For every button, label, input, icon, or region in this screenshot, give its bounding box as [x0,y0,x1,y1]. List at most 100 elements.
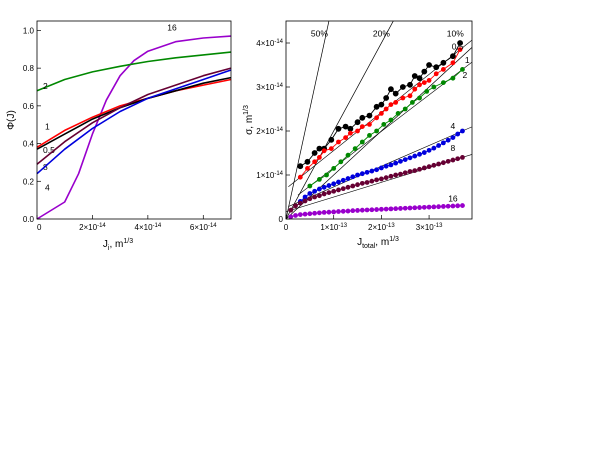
data-point-8 [340,186,346,192]
right-plot-area: 50% 20% 10% 0.51 2 4 8 16 [286,21,472,219]
data-point-4 [312,188,318,194]
data-point-4 [445,137,451,143]
data-point-0.5 [342,123,349,130]
left-y-tick-label: 0.0 [23,215,35,224]
data-point-8 [288,207,294,213]
data-point-8 [402,170,408,176]
data-point-4 [331,181,337,187]
series-label-4: 4 [451,121,456,131]
data-point-0.5 [457,40,463,46]
data-point-4 [450,135,456,141]
series-label-1: 1 [465,55,470,65]
data-point-4 [355,172,360,178]
data-point-2 [359,139,365,145]
data-point-2 [331,166,337,171]
data-point-2 [395,111,401,116]
data-point-1 [328,146,334,152]
data-point-8 [336,187,341,193]
data-point-2 [424,89,430,94]
data-point-4 [378,165,384,171]
data-point-8 [369,178,375,184]
data-point-4 [302,194,308,200]
data-point-4 [407,155,413,161]
reference-line [286,21,330,219]
data-point-4 [369,168,375,174]
left-series-line-4 [36,69,232,175]
left-axis-ticks: 0 2×10-14 4×10-14 6×10-14 0.0 0.2 0.4 0.6 0.8 1.0 [23,26,217,232]
data-point-16 [374,207,380,212]
data-point-4 [455,131,461,137]
left-series-label-0.5: 0.5 [43,145,55,155]
data-point-1 [383,106,389,112]
data-point-16 [421,204,427,210]
data-point-1 [433,71,439,77]
data-point-8 [331,188,337,194]
data-point-0.5 [311,150,318,156]
data-point-16 [440,204,446,209]
left-series-label-1: 1 [45,121,50,131]
series-label-8: 8 [451,143,456,153]
data-point-0.5 [399,84,406,90]
data-point-8 [445,158,451,164]
data-point-16 [364,207,370,213]
data-point-1 [367,122,372,127]
right-x-tick-label: 2×10-13 [368,223,395,232]
data-point-4 [460,128,465,134]
data-point-8 [359,180,365,186]
data-point-4 [440,140,446,146]
data-point-4 [359,171,365,177]
data-point-2 [338,159,344,165]
right-plot-frame [285,20,473,220]
data-point-1 [374,115,380,121]
data-point-16 [417,205,422,210]
data-point-1 [421,80,427,85]
data-point-1 [355,128,360,134]
data-point-0.5 [421,68,428,75]
data-point-2 [431,84,437,90]
data-point-0.5 [373,103,380,110]
right-x-tick-label: 1×10-13 [320,223,347,232]
data-point-16 [455,203,461,209]
left-x-tick-label: 4×10-14 [135,223,162,232]
data-point-16 [297,212,303,218]
data-point-4 [336,179,341,185]
data-point-0.5 [335,125,342,132]
data-point-2 [307,183,313,189]
left-series-line-1 [36,78,232,148]
data-point-16 [345,208,351,214]
data-point-8 [436,161,442,167]
data-point-16 [316,210,322,216]
data-point-8 [307,196,313,202]
right-y-tick-label: 1×10-14 [256,171,283,180]
data-point-1 [388,102,394,107]
data-point-1 [378,111,384,116]
data-point-16 [402,205,408,211]
data-point-1 [457,47,463,52]
data-point-2 [352,146,358,152]
data-point-8 [383,175,389,181]
data-point-1 [305,166,310,171]
data-point-0.5 [392,90,399,97]
data-point-2 [316,177,322,182]
data-point-16 [378,206,384,212]
data-point-2 [450,75,456,81]
right-y-tick-label: 2×10-14 [256,127,283,136]
data-point-16 [407,205,413,211]
data-point-8 [431,162,437,168]
data-point-4 [326,183,332,188]
data-point-4 [321,184,327,190]
data-point-16 [393,206,399,212]
data-point-8 [407,169,413,174]
data-point-0.5 [378,101,385,108]
data-point-8 [364,180,370,185]
data-point-1 [347,130,353,136]
left-x-tick-label: 6×10-14 [190,223,217,232]
left-series-label-4: 4 [45,183,50,193]
data-point-1 [450,60,456,66]
data-point-2 [440,80,446,85]
data-point-1 [297,174,303,180]
data-point-16 [369,207,375,213]
